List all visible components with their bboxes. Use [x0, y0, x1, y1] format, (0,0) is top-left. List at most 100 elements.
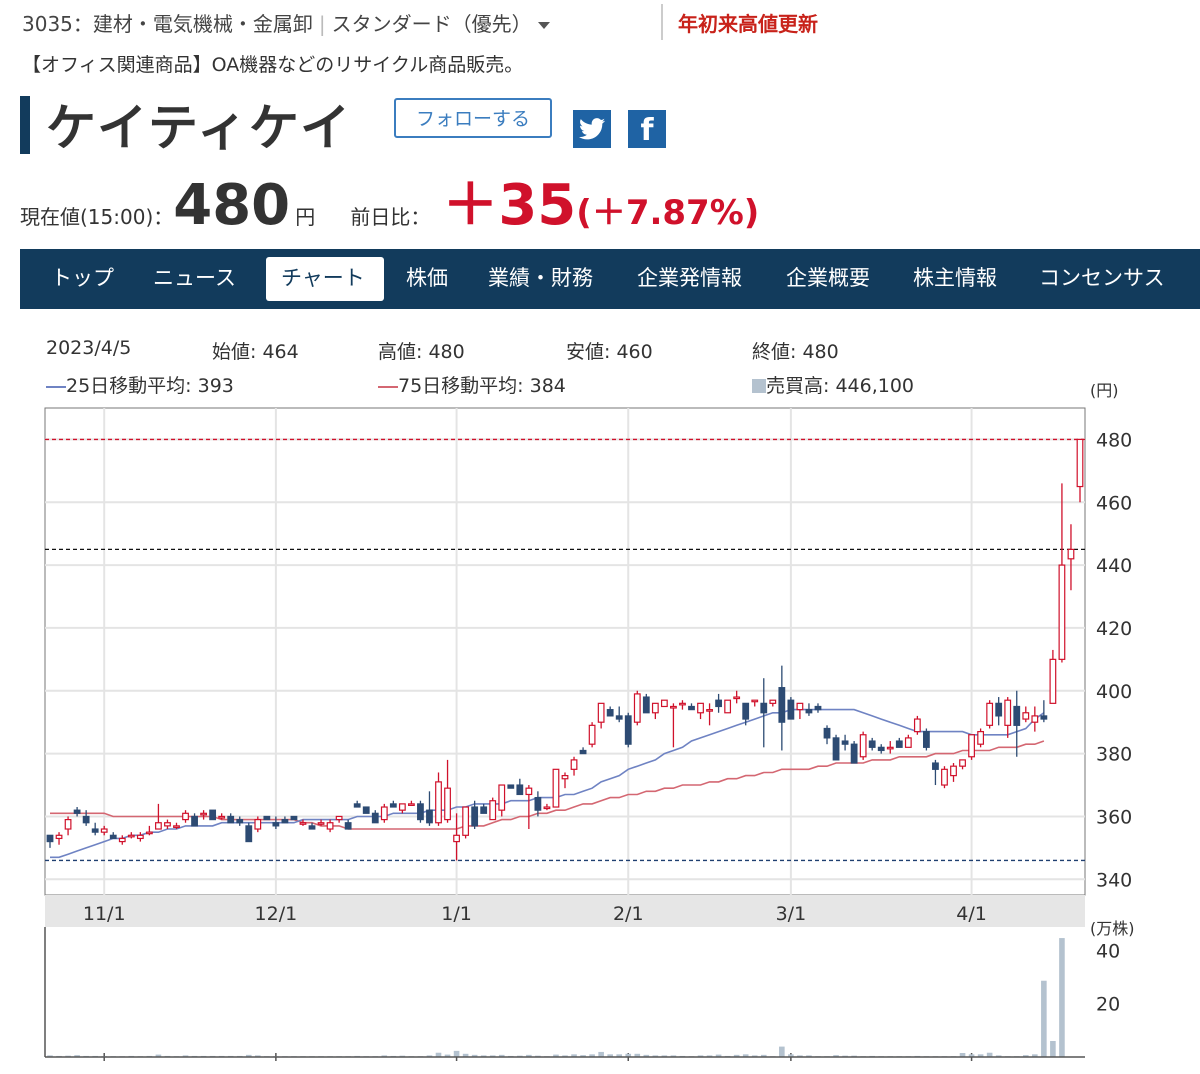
volume-bar — [932, 1056, 939, 1057]
volume-bar — [498, 1054, 505, 1057]
candle-body — [82, 815, 90, 824]
candle-body — [1004, 699, 1012, 726]
volume-bar — [372, 1056, 379, 1057]
candle-body — [597, 702, 605, 723]
candle-body — [1076, 438, 1084, 488]
candle-body — [173, 825, 180, 828]
candle-body — [588, 724, 596, 745]
candle-body — [941, 768, 948, 786]
y-tick-label: 420 — [1096, 618, 1132, 640]
axes-layer: 480 460 440 420 400 380 360 340 11/1 12/1 1/1 2/1 3/… — [44, 381, 1135, 1058]
volume-bar — [842, 1055, 848, 1057]
candle-body — [254, 818, 262, 830]
company-name: ケイティケイ — [46, 99, 352, 157]
candle-body — [886, 746, 894, 750]
candle-body — [697, 702, 704, 714]
x-tick-label: 11/1 — [83, 903, 126, 925]
candle-body — [552, 768, 560, 808]
twitter-icon[interactable] — [573, 110, 611, 148]
volume-bar — [562, 1055, 568, 1057]
volume-bar — [56, 1055, 62, 1057]
tab-shareholder-info[interactable]: 株主情報 — [913, 266, 997, 290]
volume-bar — [101, 1056, 108, 1057]
tab-financials[interactable]: 業績・財務 — [488, 266, 593, 290]
candle-body — [245, 825, 253, 843]
tab-active-indicator — [266, 257, 384, 301]
tab-chart[interactable]: チャート — [281, 266, 365, 290]
candles-layer — [46, 438, 1084, 861]
candle-body — [100, 828, 108, 833]
candle-body — [507, 784, 515, 789]
title-accent-bar — [20, 96, 30, 154]
volume-bar — [453, 1050, 460, 1057]
volume-bar — [318, 1056, 324, 1057]
candle-body — [959, 759, 966, 767]
volume-bar — [236, 1055, 243, 1057]
candle-body — [64, 818, 72, 830]
candle-body — [814, 705, 822, 711]
tab-consensus[interactable]: コンセンサス — [1039, 266, 1165, 290]
candle-body — [299, 822, 307, 825]
tab-stock-price[interactable]: 株価 — [406, 266, 448, 290]
ma75-swatch — [378, 385, 398, 388]
candle-body — [127, 834, 135, 838]
candle-body — [236, 818, 244, 824]
date-axis-band — [45, 895, 1085, 927]
reference-lines-layer — [45, 438, 1085, 862]
volume-bar — [1013, 1056, 1020, 1057]
caret-down-icon — [537, 22, 550, 29]
volume-unit-label: (万株) — [1090, 919, 1135, 938]
volume-bar — [1041, 980, 1047, 1057]
volume-bar — [878, 1056, 885, 1057]
ma25-line — [50, 708, 1045, 859]
info-close: 終値: 480 — [752, 341, 839, 363]
legend-volume-label: 売買高: 446,100 — [766, 375, 915, 397]
current-price-label: 現在値(15:00)： — [20, 205, 174, 229]
tab-company-profile[interactable]: 企業概要 — [786, 266, 870, 290]
price-unit: 円 — [295, 205, 316, 229]
market-select[interactable]: スタンダード（優先） — [332, 12, 550, 36]
volume-bar — [155, 1054, 162, 1057]
candle-body — [877, 746, 885, 752]
volume-bar — [327, 1056, 333, 1057]
tab-news[interactable]: ニュース — [153, 266, 236, 290]
volume-bar — [282, 1056, 288, 1057]
volume-bar — [914, 1055, 921, 1057]
volume-bar — [1059, 938, 1065, 1057]
volume-bar — [173, 1056, 180, 1057]
moving-average-layer — [50, 708, 1045, 859]
volume-bar — [65, 1055, 71, 1057]
candle-body — [462, 806, 470, 836]
y-tick-label: 480 — [1096, 429, 1132, 451]
volume-bar — [607, 1054, 613, 1057]
volume-bar — [399, 1055, 406, 1057]
volume-bar — [435, 1052, 442, 1057]
info-open: 始値: 464 — [212, 341, 299, 363]
candle-body — [335, 815, 343, 821]
candle-body — [742, 702, 750, 720]
volume-bar — [336, 1056, 342, 1057]
x-tick-label: 1/1 — [441, 903, 472, 925]
candle-body — [227, 815, 235, 824]
candle-body — [46, 834, 54, 843]
volume-bar — [806, 1055, 812, 1057]
volume-bar — [164, 1055, 171, 1057]
volume-bar — [1050, 1041, 1056, 1057]
price-change: ＋35 — [442, 173, 577, 238]
volume-bar — [110, 1056, 117, 1057]
follow-button[interactable]: フォローする — [394, 98, 552, 138]
candle-body — [498, 784, 506, 811]
candle-body — [805, 709, 813, 714]
volume-bar — [390, 1055, 397, 1057]
legend-ma75-label: 75日移動平均: 384 — [398, 375, 566, 397]
volume-bar — [896, 1056, 903, 1057]
volume-bar — [959, 1053, 966, 1057]
candle-body — [272, 822, 280, 827]
candle-body — [633, 693, 641, 723]
facebook-icon[interactable]: f — [628, 110, 666, 148]
volume-bar — [751, 1055, 758, 1057]
tab-company-releases[interactable]: 企業発情報 — [637, 266, 742, 290]
candle-body — [145, 831, 153, 835]
tab-top[interactable]: トップ — [51, 266, 114, 290]
volume-bar — [815, 1056, 821, 1057]
